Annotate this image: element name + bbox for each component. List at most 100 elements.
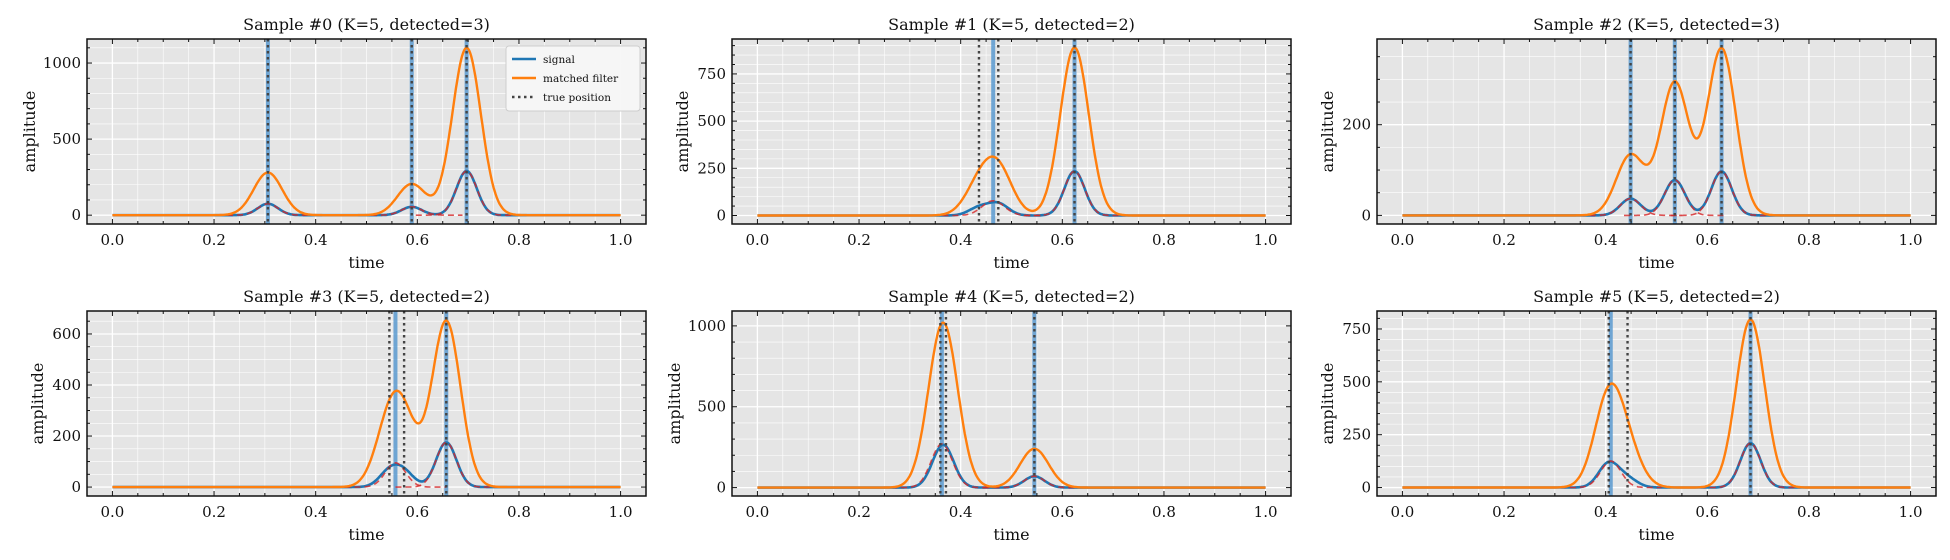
- x-axis-label: time: [993, 253, 1029, 272]
- x-tick-label: 0.6: [1695, 503, 1719, 521]
- y-tick-label: 500: [1342, 373, 1371, 391]
- x-axis-label: time: [1638, 253, 1674, 272]
- y-tick-label: 0: [716, 207, 726, 225]
- y-tick-label: 200: [1342, 116, 1371, 134]
- fit-component-line: [415, 170, 518, 216]
- legend-box: [505, 45, 641, 112]
- plot-area: [757, 39, 1266, 224]
- x-tick-label: 0.0: [745, 231, 769, 249]
- x-tick-label: 0.4: [1594, 503, 1618, 521]
- subplot-title: Sample #0 (K=5, detected=3): [243, 15, 490, 34]
- fit-component-line: [983, 475, 1086, 489]
- y-tick-label: 0: [1361, 479, 1371, 497]
- fit-component-line: [344, 461, 447, 488]
- y-axis-label: amplitude: [1318, 91, 1337, 173]
- fit-component-line: [1559, 460, 1662, 489]
- legend-label: matched filter: [543, 73, 619, 85]
- plot-area: [112, 39, 621, 224]
- subplot-title: Sample #3 (K=5, detected=2): [243, 287, 490, 306]
- subplot-4: 0.0 0.2 0.4 0.6 0.8 1.0 0 500 1000 Sample #4 (K=5…: [665, 287, 1292, 544]
- matched-filter-line: [1402, 318, 1911, 489]
- fit-component-line: [360, 205, 463, 216]
- x-axis-label: time: [348, 525, 384, 544]
- x-axis-label: time: [993, 525, 1029, 544]
- x-tick-label: 1.0: [1899, 231, 1923, 249]
- x-tick-label: 0.2: [202, 231, 226, 249]
- fit-component-line: [891, 443, 993, 489]
- x-tick-label: 1.0: [609, 503, 633, 521]
- x-tick-label: 0.0: [100, 231, 124, 249]
- fit-component-line: [1579, 197, 1682, 217]
- plot-area: [1402, 311, 1911, 496]
- subplot-2: 0.0 0.2 0.4 0.6 0.8 1.0 0 200 Sample #2 (K=5, de…: [1318, 15, 1937, 272]
- x-tick-label: 0.6: [405, 503, 429, 521]
- subplot-5: 0.0 0.2 0.4 0.6 0.8 1.0 0 250 500 750 Sample #5 (K…: [1318, 287, 1937, 544]
- x-tick-label: 0.2: [847, 231, 871, 249]
- subplot-0: 0.0 0.2 0.4 0.6 0.8 1.0 0 500 1000 Sample #0 (K=5…: [20, 15, 647, 272]
- x-tick-label: 0.4: [304, 231, 328, 249]
- legend-label: true position: [543, 92, 611, 104]
- subplot-title: Sample #2 (K=5, detected=3): [1533, 15, 1780, 34]
- y-axis-label: amplitude: [28, 363, 47, 445]
- x-tick-label: 1.0: [609, 231, 633, 249]
- x-tick-label: 0.4: [1594, 231, 1618, 249]
- x-tick-label: 1.0: [1254, 503, 1278, 521]
- x-tick-label: 0.8: [1152, 231, 1176, 249]
- fit-component-line: [1624, 179, 1726, 217]
- x-tick-label: 0.2: [1492, 503, 1516, 521]
- matched-filter-line: [757, 46, 1266, 217]
- y-tick-label: 250: [1342, 426, 1371, 444]
- plot-area: [1402, 39, 1911, 224]
- grid: [1377, 311, 1936, 496]
- legend: signal matched filter true position: [505, 45, 641, 112]
- x-axis-label: time: [1638, 525, 1674, 544]
- x-tick-label: 1.0: [1899, 503, 1923, 521]
- x-tick-label: 0.4: [949, 231, 973, 249]
- x-tick-label: 0.8: [507, 503, 531, 521]
- subplot-title: Sample #1 (K=5, detected=2): [888, 15, 1135, 34]
- x-tick-label: 0.2: [202, 503, 226, 521]
- y-tick-label: 0: [716, 479, 726, 497]
- y-tick-label: 500: [697, 398, 726, 416]
- x-axis-label: time: [348, 253, 384, 272]
- fit-component-line: [1023, 170, 1126, 217]
- x-tick-label: 0.8: [1797, 231, 1821, 249]
- x-tick-label: 0.6: [405, 231, 429, 249]
- x-tick-label: 0.6: [1695, 231, 1719, 249]
- y-tick-label: 750: [697, 65, 726, 83]
- y-tick-label: 250: [697, 159, 726, 177]
- x-tick-label: 0.0: [100, 503, 124, 521]
- fit-component-line: [217, 203, 319, 216]
- y-axis-label: amplitude: [1318, 363, 1337, 445]
- x-tick-label: 0.0: [1390, 503, 1414, 521]
- x-tick-label: 0.6: [1050, 503, 1074, 521]
- y-tick-label: 750: [1342, 320, 1371, 338]
- x-tick-label: 0.2: [847, 503, 871, 521]
- y-tick-label: 600: [52, 325, 81, 343]
- y-tick-label: 500: [697, 112, 726, 130]
- y-tick-label: 200: [52, 427, 81, 445]
- x-tick-label: 0.0: [745, 503, 769, 521]
- x-tick-label: 0.4: [304, 503, 328, 521]
- x-tick-label: 0.2: [1492, 231, 1516, 249]
- plot-area: [757, 311, 1266, 496]
- matched-filter-line: [1402, 46, 1911, 217]
- y-tick-label: 0: [71, 206, 81, 224]
- fit-component-line: [1670, 170, 1773, 217]
- matched-filter-line: [112, 46, 621, 217]
- plot-area: [112, 311, 621, 496]
- x-tick-label: 0.6: [1050, 231, 1074, 249]
- subplot-3: 0.0 0.2 0.4 0.6 0.8 1.0 0 200 400 600 Sample #3 (K…: [28, 287, 647, 544]
- matched-filter-line: [757, 321, 1266, 489]
- x-tick-label: 1.0: [1254, 231, 1278, 249]
- y-tick-label: 0: [1361, 206, 1371, 224]
- y-tick-label: 0: [71, 478, 81, 496]
- x-tick-label: 0.8: [1152, 503, 1176, 521]
- x-tick-label: 0.8: [1797, 503, 1821, 521]
- subplot-1: 0.0 0.2 0.4 0.6 0.8 1.0 0 250 500 750 Sample #1 (K…: [673, 15, 1292, 272]
- fit-component-line: [1699, 442, 1802, 489]
- y-tick-label: 500: [52, 130, 81, 148]
- y-tick-label: 1000: [688, 317, 726, 335]
- y-axis-label: amplitude: [665, 363, 684, 445]
